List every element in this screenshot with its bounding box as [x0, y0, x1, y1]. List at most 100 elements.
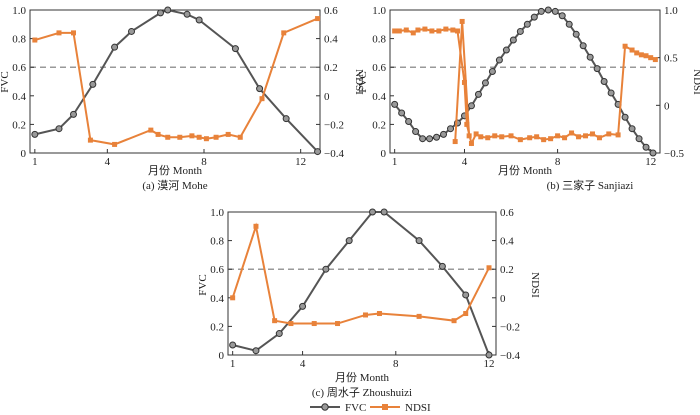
- panel-c-x-tick-label: 12: [484, 358, 495, 370]
- panel-b-ndsi-point: [410, 30, 416, 36]
- panel-a-ndsi-point: [196, 134, 202, 140]
- panel-c-ndsi-point: [451, 318, 457, 324]
- panel-b-left-tick-label: 0: [381, 148, 387, 160]
- panel-a-left-tick-label: 0.4: [12, 91, 26, 103]
- panel-c-fvc-point: [415, 237, 423, 245]
- panel-b-ndsi-point: [638, 52, 644, 58]
- panel-b-ndsi-point: [606, 131, 612, 137]
- panel-a-xlabel: 月份 Month: [148, 164, 203, 177]
- panel-b-x-tick-label: 8: [555, 156, 561, 168]
- panel-c-ndsi-point: [463, 311, 469, 317]
- panel-c-fvc-series: [229, 208, 493, 359]
- panel-c-fvc-point: [438, 262, 446, 270]
- panel-b-fvc-point: [607, 89, 615, 97]
- panel-b-fvc-point: [474, 90, 482, 98]
- panel-a-ndsi-point: [32, 37, 38, 43]
- panel-c-x-tick-label: 1: [230, 358, 236, 370]
- panel-a-ndsi-line: [34, 17, 318, 146]
- panel-a-fvc-point: [195, 16, 203, 24]
- panel-c-caption: (c) 周水子 Zhoushuizi: [312, 386, 412, 399]
- panel-b-fvc-point: [649, 149, 657, 157]
- panel-c-fvc-point: [275, 330, 283, 338]
- panel-b-right-tick-label: 1.0: [664, 5, 678, 17]
- panel-b-fvc-point: [621, 113, 629, 121]
- panel-a-ndsi-point: [281, 30, 287, 36]
- panel-b-left-tick-label: 1.0: [372, 5, 386, 17]
- panel-a-fvc-point: [164, 6, 172, 14]
- panel-c-ndsi-point: [288, 321, 294, 327]
- panel-a-ndsi-point: [177, 134, 183, 140]
- panel-a-ndsi-point: [225, 131, 231, 137]
- panel-b-ndsi-point: [392, 28, 398, 34]
- panel-b-right-tick-label: 0.5: [664, 53, 678, 65]
- panel-b-ndsi-point: [429, 28, 435, 34]
- panel-b-fvc-point: [426, 135, 434, 143]
- panel-c-ylabel-left: FVC: [197, 274, 209, 295]
- panel-a-ndsi-point: [259, 96, 265, 102]
- panel-c-ndsi-point: [486, 265, 492, 271]
- panel-b-sanjiazi: 0 0.2 0.4 0.6 0.8 1.0 −0.5 0 0.5 1.0 1 4 8 12 FVC N…: [357, 5, 700, 192]
- panel-c-left-tick-label: 0.8: [210, 236, 224, 248]
- panel-b-fvc-point: [551, 7, 559, 15]
- panel-a-left-tick-label: 0.6: [12, 62, 26, 74]
- panel-c-ndsi-point: [376, 311, 382, 317]
- panel-c-fvc-point: [322, 265, 330, 273]
- panel-c-fvc-point: [229, 341, 237, 349]
- panel-b-ndsi-spike-point: [466, 133, 472, 139]
- panel-c-ndsi-point: [362, 312, 368, 318]
- panel-c-x-axis-ticks: 1 4 8 12: [230, 351, 495, 370]
- panel-b-left-tick-label: 0.2: [372, 119, 386, 131]
- panel-c-ndsi-point: [335, 321, 341, 327]
- panel-b-fvc-point: [419, 135, 427, 143]
- panel-a-x-tick-label: 8: [201, 156, 207, 168]
- panel-b-x-tick-label: 12: [645, 156, 656, 168]
- panel-a-left-tick-label: 0.2: [12, 119, 26, 131]
- panel-b-fvc-point: [433, 133, 441, 141]
- panel-a-ndsi-point: [165, 134, 171, 140]
- panel-a-fvc-point: [111, 43, 119, 51]
- panel-c-ndsi-series: [230, 222, 492, 327]
- panel-b-x-tick-label: 1: [392, 156, 398, 168]
- panel-b-fvc-point: [502, 46, 510, 54]
- panel-c-x-tick-label: 8: [393, 358, 399, 370]
- panel-a-ndsi-point: [71, 30, 76, 36]
- panel-a-ndsi-point: [155, 131, 161, 137]
- panel-a-caption: (a) 漠河 Mohe: [142, 179, 207, 192]
- panel-c-fvc-point: [299, 302, 307, 310]
- panel-a-ndsi-series: [32, 16, 321, 147]
- panel-c-left-tick-label: 0: [219, 350, 225, 362]
- panel-b-ndsi-point: [450, 27, 456, 33]
- panel-b-fvc-point: [565, 20, 573, 28]
- panel-a-ndsi-point: [112, 141, 118, 147]
- legend-fvc-marker: [321, 403, 329, 411]
- panel-b-fvc-point: [635, 135, 643, 143]
- panel-b-fvc-point: [642, 143, 650, 151]
- panel-b-x-axis-ticks: 1 4 8 12: [392, 149, 656, 168]
- panel-a-fvc-point: [183, 10, 191, 18]
- panel-b-ndsi-point: [396, 28, 402, 34]
- panel-b-caption: (b) 三家子 Sanjiazi: [547, 178, 634, 192]
- panel-c-left-axis-ticks: 0 0.2 0.4 0.6 0.8 1.0: [210, 207, 232, 362]
- panel-b-fvc-point: [523, 20, 531, 28]
- panel-b-fvc-point: [509, 36, 517, 44]
- panel-b-fvc-point: [530, 13, 538, 21]
- panel-b-ndsi-point: [648, 55, 654, 61]
- panel-a-fvc-point: [282, 115, 290, 123]
- panel-a-fvc-point: [89, 80, 97, 88]
- panel-a-ndsi-point: [189, 133, 195, 139]
- panel-b-ndsi-point: [436, 28, 442, 34]
- panel-a-ndsi-point: [56, 30, 62, 36]
- panel-b-ndsi-point: [534, 134, 540, 140]
- panel-a-fvc-point: [31, 130, 39, 138]
- panel-b-ndsi-point: [461, 79, 467, 85]
- panel-a-ndsi-point: [315, 16, 321, 22]
- panel-b-ndsi-point: [508, 133, 514, 139]
- panel-b-ndsi-spike-point: [452, 139, 458, 145]
- panel-c-fvc-point: [368, 208, 376, 216]
- panel-b-ndsi-point: [455, 28, 460, 34]
- panel-a-ndsi-point: [87, 137, 93, 143]
- panel-c-left-tick-label: 1.0: [210, 207, 224, 219]
- panel-b-fvc-point: [572, 30, 580, 38]
- panel-a-ylabel-right: NDSI: [353, 69, 365, 95]
